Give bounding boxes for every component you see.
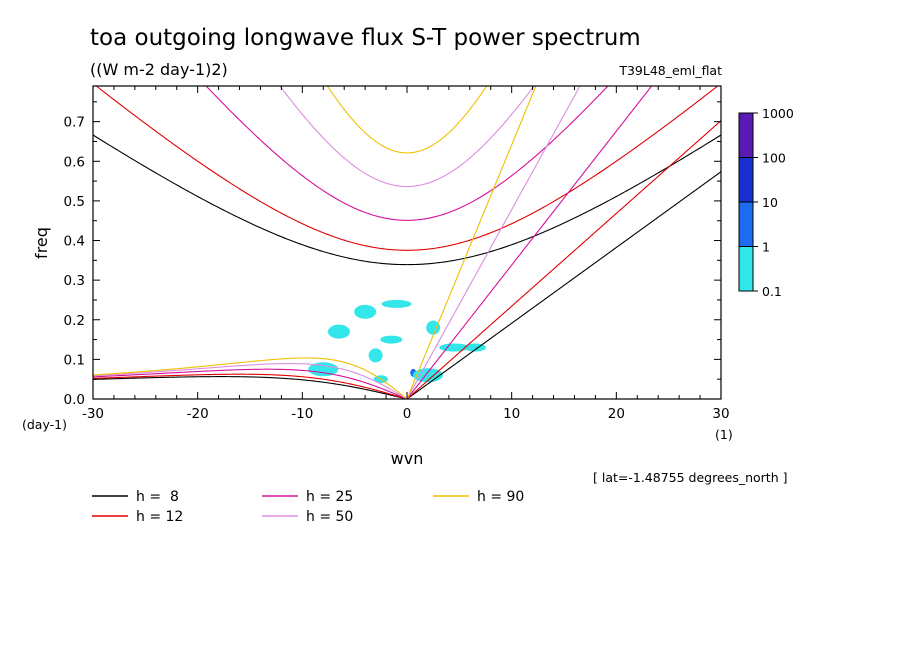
power-blob [439, 343, 470, 352]
dispersion-curves [93, 86, 721, 399]
dispersion-curve-rossby [93, 376, 408, 399]
colorbar-swatch [738, 246, 754, 292]
plot-frame [92, 85, 722, 400]
y-tick-label: 0.6 [64, 154, 85, 170]
dispersion-curve-wig [93, 134, 721, 266]
dispersion-curve-kelvin [406, 86, 653, 399]
legend: h = 8 h = 12 h = 25 h = 50 h = 90 [92, 489, 524, 525]
x-tick-label: 30 [712, 406, 729, 422]
x-tick-label: -10 [291, 406, 313, 422]
y-tick-label: 0.5 [64, 194, 85, 210]
y-tick-label: 0.4 [64, 234, 85, 250]
experiment-label: T39L48_eml_flat [618, 63, 722, 78]
x-tick-label: -20 [187, 406, 209, 422]
dispersion-curve-kelvin [406, 86, 581, 399]
plot-axes: -30 -20 -10 0 10 20 30 0.0 0.1 0.2 0.3 0.4 0.5 0.6 0.7 [64, 85, 730, 422]
dispersion-curve-kelvin [406, 86, 537, 399]
dispersion-curve-kelvin [406, 171, 721, 399]
colorbar-label: 1 [762, 240, 770, 255]
legend-label: h = 12 [136, 509, 183, 525]
y-unit-label: (day-1) [22, 417, 67, 432]
colorbar-label: 0.1 [762, 284, 782, 299]
power-contours [308, 299, 487, 384]
x-axis-label: wvn [391, 449, 424, 468]
colorbar-label: 100 [762, 151, 786, 166]
colorbar-swatch [738, 201, 754, 247]
dispersion-curve-rossby [93, 357, 408, 399]
x-tick-label: 0 [403, 406, 412, 422]
colorbar-label: 10 [762, 195, 778, 210]
colorbar-label: 1000 [762, 106, 794, 121]
y-tick-label: 0.1 [64, 352, 85, 368]
y-tick-label: 0.3 [64, 273, 85, 289]
dispersion-curve-wig [95, 86, 719, 251]
colorbar-swatch [738, 157, 754, 203]
power-blob [380, 335, 403, 344]
power-blob [381, 299, 412, 308]
power-blob [327, 324, 350, 339]
legend-label: h = 8 [136, 489, 179, 505]
chart-title: toa outgoing longwave flux S-T power spe… [90, 25, 641, 51]
dispersion-curve-wig [279, 86, 535, 188]
power-blob [426, 320, 441, 335]
x-unit-label: (1) [715, 427, 733, 442]
legend-label: h = 50 [306, 509, 353, 525]
legend-label: h = 25 [306, 489, 353, 505]
legend-label: h = 90 [477, 489, 524, 505]
chart-subtitle: ((W m-2 day-1)2) [90, 60, 228, 79]
colorbar-swatch [738, 112, 754, 158]
y-tick-label: 0.0 [64, 392, 85, 408]
dispersion-curve-wig [326, 86, 488, 154]
power-blob [368, 348, 383, 363]
latitude-note: [ lat=-1.48755 degrees_north ] [593, 470, 787, 485]
y-axis-label: freq [32, 227, 51, 259]
x-tick-label: -30 [82, 406, 104, 422]
power-blob [308, 362, 339, 377]
y-tick-label: 0.7 [64, 115, 85, 131]
x-tick-label: 10 [503, 406, 520, 422]
dispersion-curve-rossby [93, 368, 408, 399]
dispersion-curve-wig [205, 86, 609, 221]
dispersion-curve-rossby [93, 373, 408, 399]
power-blob [354, 304, 377, 319]
colorbar: 1000 100 10 1 0.1 [738, 106, 794, 299]
y-tick-label: 0.2 [64, 313, 85, 329]
dispersion-curve-rossby [93, 363, 408, 399]
x-tick-label: 20 [608, 406, 625, 422]
dispersion-curve-kelvin [406, 120, 721, 399]
